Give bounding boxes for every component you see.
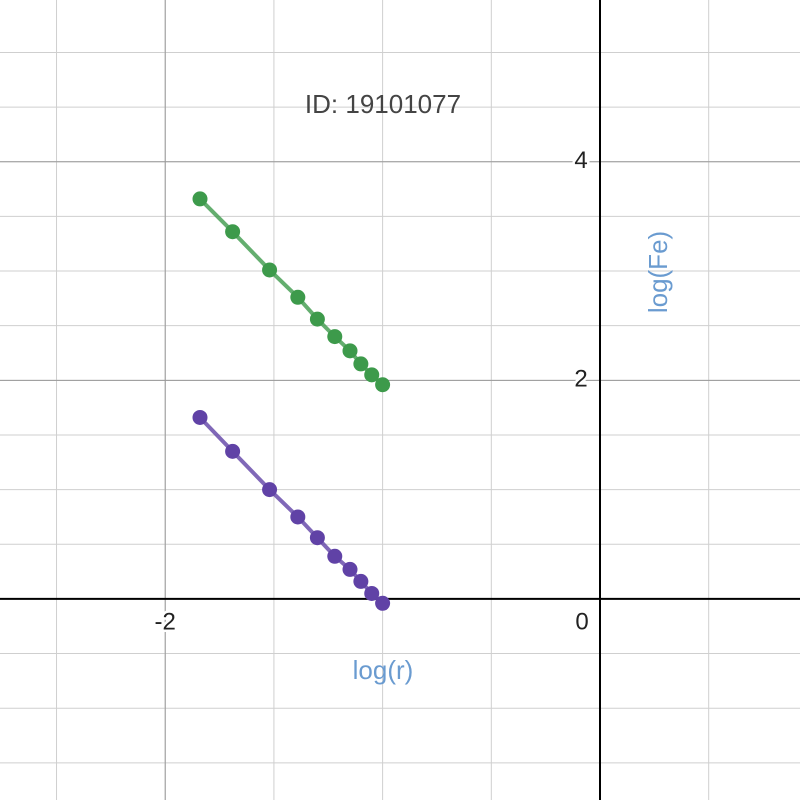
series-line [198, 197, 384, 387]
y-axis-label: log(Fe) [643, 231, 673, 313]
data-point [262, 262, 278, 278]
data-point [192, 409, 208, 425]
data-point [364, 367, 380, 383]
x-tick-label: -2 [155, 608, 176, 635]
data-point [327, 548, 343, 564]
data-point [192, 191, 208, 207]
series-line [198, 416, 384, 605]
data-point [290, 289, 306, 305]
y-tick-label: 2 [574, 366, 587, 393]
data-point [353, 573, 369, 589]
data-point [375, 595, 391, 611]
data-point [375, 377, 391, 393]
data-point [353, 356, 369, 372]
data-point [342, 561, 358, 577]
data-point [225, 443, 241, 459]
data-point [327, 329, 343, 345]
data-point [309, 311, 325, 327]
x-tick-label: 0 [575, 608, 588, 635]
y-tick-label: 4 [574, 147, 587, 174]
data-point [342, 343, 358, 359]
data-point [290, 509, 306, 525]
data-point [225, 224, 241, 240]
x-axis-label: log(r) [353, 655, 414, 685]
data-point [309, 530, 325, 546]
data-point [364, 585, 380, 601]
data-point [262, 482, 278, 498]
chart-title: ID: 19101077 [305, 89, 461, 119]
